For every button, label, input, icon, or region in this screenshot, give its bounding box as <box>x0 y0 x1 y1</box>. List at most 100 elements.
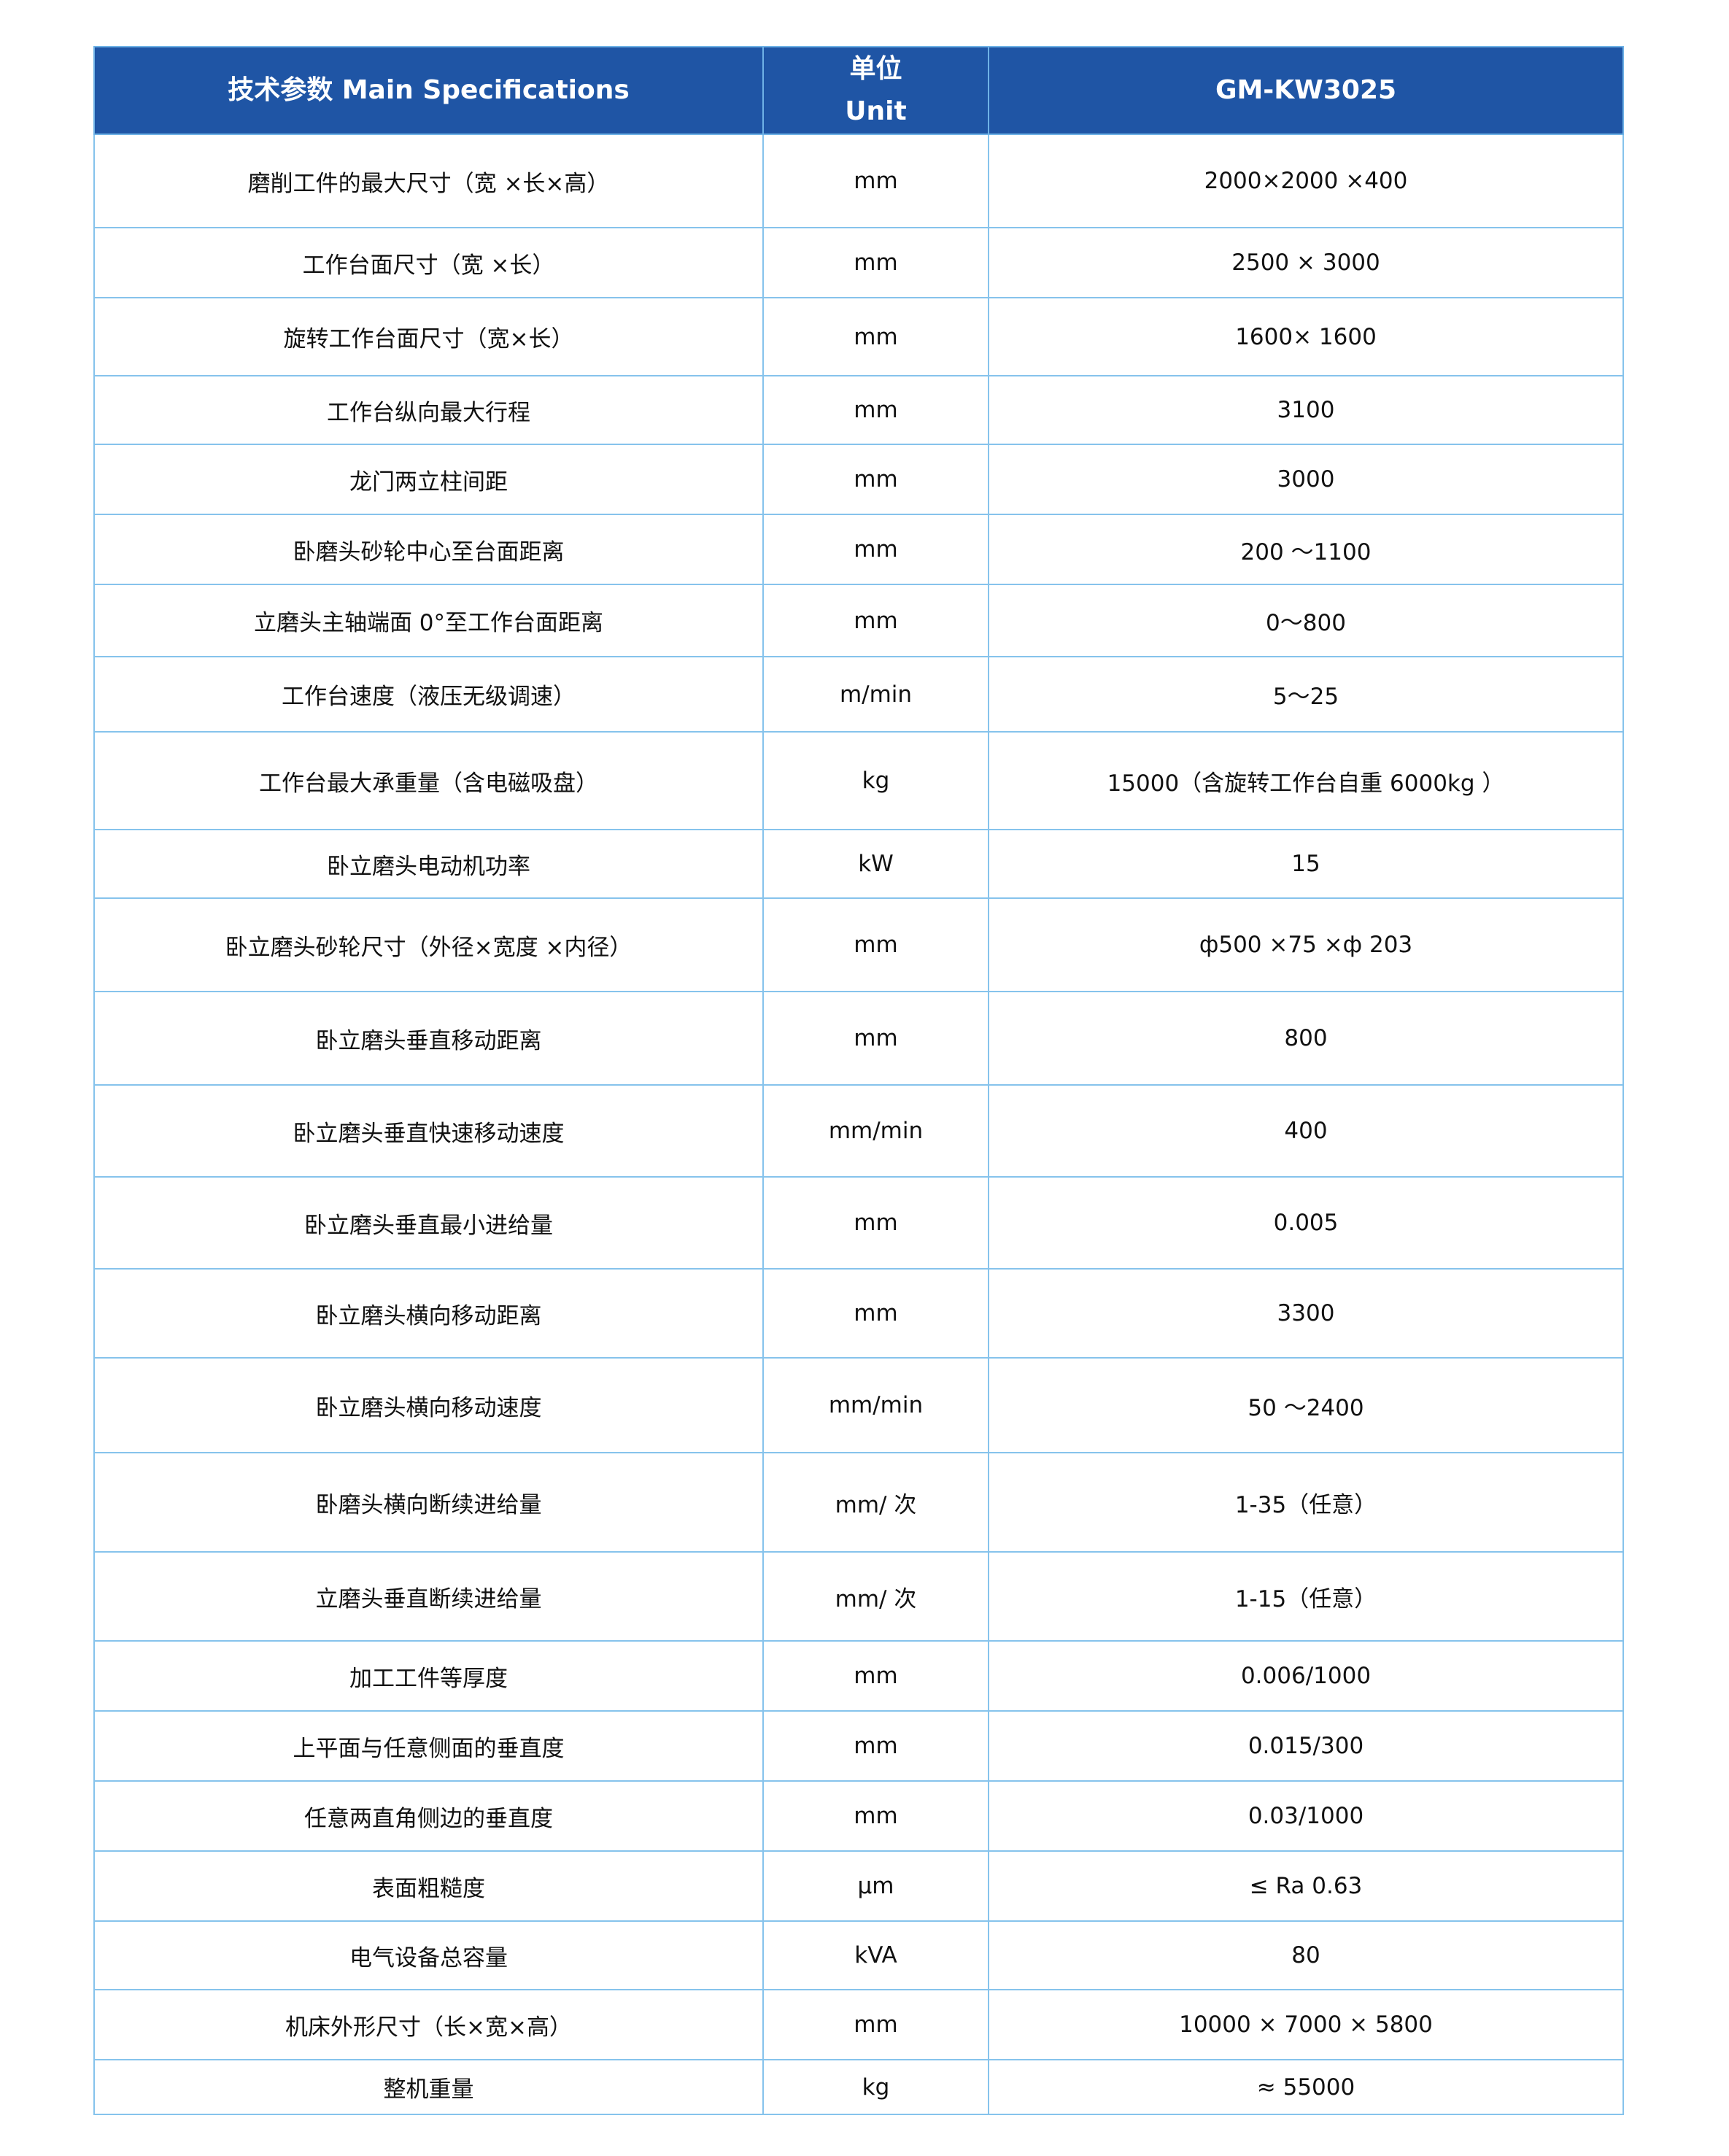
cell-param: 卧立磨头垂直最小进给量 <box>93 1176 764 1270</box>
table-row: 机床外形尺寸（长×宽×高） mm 10000 × 7000 × 5800 <box>93 1989 1624 2060</box>
cell-value: 200 ～1100 <box>988 514 1624 585</box>
cell-param: 龙门两立柱间距 <box>93 444 764 515</box>
cell-value: 0.006/1000 <box>988 1640 1624 1712</box>
header-unit-en: Unit <box>845 96 907 126</box>
header-row: 技术参数 Main Specifications 单位 Unit GM-KW302… <box>93 46 1624 135</box>
cell-unit: mm <box>762 227 989 298</box>
table-row: 任意两直角侧边的垂直度 mm 0.03/1000 <box>93 1780 1624 1852</box>
cell-value: 50 ～2400 <box>988 1357 1624 1453</box>
cell-unit: mm <box>762 375 989 445</box>
cell-value: 1600× 1600 <box>988 297 1624 376</box>
cell-unit: mm <box>762 897 989 992</box>
cell-param: 卧立磨头电动机功率 <box>93 829 764 899</box>
cell-param: 工作台最大承重量（含电磁吸盘） <box>93 731 764 830</box>
cell-unit: mm <box>762 991 989 1086</box>
cell-param: 立磨头主轴端面 0°至工作台面距离 <box>93 584 764 657</box>
cell-param: 表面粗糙度 <box>93 1850 764 1922</box>
cell-unit: μm <box>762 1850 989 1922</box>
cell-value: 80 <box>988 1920 1624 1990</box>
cell-param: 电气设备总容量 <box>93 1920 764 1990</box>
cell-param: 机床外形尺寸（长×宽×高） <box>93 1989 764 2060</box>
cell-unit: mm <box>762 1989 989 2060</box>
cell-value: 5～25 <box>988 656 1624 733</box>
cell-unit: mm <box>762 1710 989 1782</box>
table-row: 电气设备总容量 kVA 80 <box>93 1920 1624 1990</box>
cell-unit: mm <box>762 1176 989 1270</box>
cell-param: 旋转工作台面尺寸（宽×长） <box>93 297 764 376</box>
cell-value: 0.03/1000 <box>988 1780 1624 1852</box>
table-row: 卧立磨头垂直最小进给量 mm 0.005 <box>93 1176 1624 1270</box>
header-param: 技术参数 Main Specifications <box>93 46 764 135</box>
cell-unit: mm <box>762 134 989 228</box>
table-row: 龙门两立柱间距 mm 3000 <box>93 444 1624 515</box>
cell-unit: mm <box>762 514 989 585</box>
table-row: 旋转工作台面尺寸（宽×长） mm 1600× 1600 <box>93 297 1624 376</box>
cell-value: 15 <box>988 829 1624 899</box>
header-unit: 单位 Unit <box>762 46 989 135</box>
cell-unit: mm <box>762 444 989 515</box>
spec-table: 技术参数 Main Specifications 单位 Unit GM-KW302… <box>93 46 1624 2115</box>
cell-param: 任意两直角侧边的垂直度 <box>93 1780 764 1852</box>
header-unit-cn: 单位 <box>849 54 902 85</box>
cell-unit: mm/ 次 <box>762 1452 989 1553</box>
cell-unit: mm/ 次 <box>762 1551 989 1642</box>
cell-value: 1-15（任意） <box>988 1551 1624 1642</box>
cell-unit: mm/min <box>762 1357 989 1453</box>
cell-value: 400 <box>988 1084 1624 1178</box>
cell-unit: mm <box>762 297 989 376</box>
cell-value: 0.015/300 <box>988 1710 1624 1782</box>
table-row: 上平面与任意侧面的垂直度 mm 0.015/300 <box>93 1710 1624 1782</box>
cell-value: ≈ 55000 <box>988 2059 1624 2115</box>
cell-unit: mm <box>762 1268 989 1359</box>
cell-value: ≤ Ra 0.63 <box>988 1850 1624 1922</box>
cell-value: 0～800 <box>988 584 1624 657</box>
cell-value: ф500 ×75 ×ф 203 <box>988 897 1624 992</box>
cell-value: 1-35（任意） <box>988 1452 1624 1553</box>
cell-unit: kg <box>762 2059 989 2115</box>
table-row: 立磨头垂直断续进给量 mm/ 次 1-15（任意） <box>93 1551 1624 1642</box>
table-row: 磨削工件的最大尺寸（宽 ×长×高） mm 2000×2000 ×400 <box>93 134 1624 228</box>
cell-value: 3300 <box>988 1268 1624 1359</box>
table-row: 工作台纵向最大行程 mm 3100 <box>93 375 1624 445</box>
cell-unit: mm <box>762 1780 989 1852</box>
table-row: 加工工件等厚度 mm 0.006/1000 <box>93 1640 1624 1712</box>
cell-unit: kW <box>762 829 989 899</box>
header-model: GM-KW3025 <box>988 46 1624 135</box>
cell-param: 工作台速度（液压无级调速） <box>93 656 764 733</box>
cell-value: 800 <box>988 991 1624 1086</box>
cell-value: 3000 <box>988 444 1624 515</box>
cell-param: 加工工件等厚度 <box>93 1640 764 1712</box>
cell-param: 工作台纵向最大行程 <box>93 375 764 445</box>
table-row: 表面粗糙度 μm ≤ Ra 0.63 <box>93 1850 1624 1922</box>
cell-param: 磨削工件的最大尺寸（宽 ×长×高） <box>93 134 764 228</box>
cell-value: 15000（含旋转工作台自重 6000kg ） <box>988 731 1624 830</box>
cell-value: 2500 × 3000 <box>988 227 1624 298</box>
cell-param: 卧立磨头垂直快速移动速度 <box>93 1084 764 1178</box>
cell-value: 2000×2000 ×400 <box>988 134 1624 228</box>
table-row: 卧磨头砂轮中心至台面距离 mm 200 ～1100 <box>93 514 1624 585</box>
table-row: 工作台面尺寸（宽 ×长） mm 2500 × 3000 <box>93 227 1624 298</box>
table-row: 卧磨头横向断续进给量 mm/ 次 1-35（任意） <box>93 1452 1624 1553</box>
table-row: 工作台最大承重量（含电磁吸盘） kg 15000（含旋转工作台自重 6000kg ） <box>93 731 1624 830</box>
cell-value: 0.005 <box>988 1176 1624 1270</box>
cell-param: 卧立磨头横向移动距离 <box>93 1268 764 1359</box>
cell-value: 10000 × 7000 × 5800 <box>988 1989 1624 2060</box>
cell-param: 立磨头垂直断续进给量 <box>93 1551 764 1642</box>
cell-param: 整机重量 <box>93 2059 764 2115</box>
table-row: 卧立磨头砂轮尺寸（外径×宽度 ×内径） mm ф500 ×75 ×ф 203 <box>93 897 1624 992</box>
cell-param: 卧磨头砂轮中心至台面距离 <box>93 514 764 585</box>
cell-value: 3100 <box>988 375 1624 445</box>
cell-unit: mm/min <box>762 1084 989 1178</box>
cell-param: 卧磨头横向断续进给量 <box>93 1452 764 1553</box>
cell-param: 卧立磨头砂轮尺寸（外径×宽度 ×内径） <box>93 897 764 992</box>
table-row: 卧立磨头垂直移动距离 mm 800 <box>93 991 1624 1086</box>
table-row: 卧立磨头横向移动距离 mm 3300 <box>93 1268 1624 1359</box>
table-row: 工作台速度（液压无级调速） m/min 5～25 <box>93 656 1624 733</box>
table-row: 立磨头主轴端面 0°至工作台面距离 mm 0～800 <box>93 584 1624 657</box>
cell-param: 工作台面尺寸（宽 ×长） <box>93 227 764 298</box>
cell-unit: m/min <box>762 656 989 733</box>
cell-unit: kVA <box>762 1920 989 1990</box>
cell-unit: mm <box>762 1640 989 1712</box>
cell-param: 上平面与任意侧面的垂直度 <box>93 1710 764 1782</box>
cell-param: 卧立磨头垂直移动距离 <box>93 991 764 1086</box>
